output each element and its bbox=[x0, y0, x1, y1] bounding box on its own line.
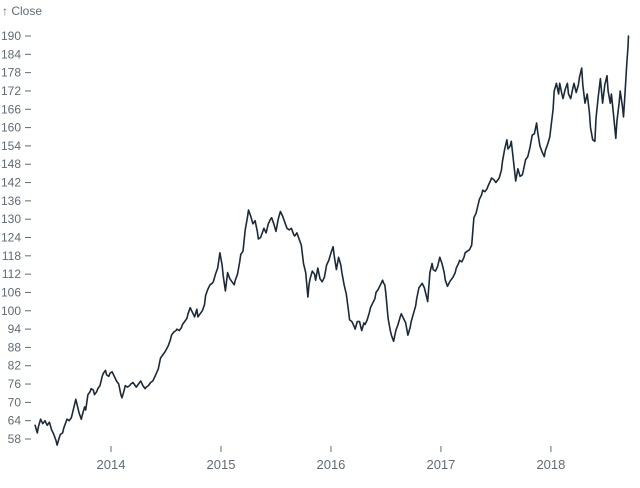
y-tick-label: 88 bbox=[8, 340, 22, 354]
y-tick-label: 178 bbox=[1, 66, 21, 80]
y-tick-label: 154 bbox=[1, 139, 21, 153]
x-tick-label: 2017 bbox=[426, 457, 455, 472]
x-tick-label: 2014 bbox=[97, 457, 126, 472]
y-tick-label: 70 bbox=[8, 395, 22, 409]
close-price-line bbox=[34, 35, 630, 446]
y-tick-label: 118 bbox=[2, 249, 21, 263]
y-tick-label: 130 bbox=[1, 212, 21, 226]
y-tick-label: 184 bbox=[1, 47, 21, 61]
y-tick-label: 64 bbox=[8, 414, 22, 428]
x-tick-label: 2018 bbox=[536, 457, 565, 472]
y-tick-label: 94 bbox=[8, 322, 22, 336]
y-tick-label: 166 bbox=[1, 102, 21, 116]
y-tick-label: 100 bbox=[1, 304, 21, 318]
y-tick-label: 106 bbox=[1, 285, 21, 299]
y-tick-label: 82 bbox=[8, 359, 22, 373]
y-tick-label: 136 bbox=[1, 194, 21, 208]
y-axis-title: ↑ Close bbox=[2, 4, 43, 18]
y-tick-label: 148 bbox=[1, 157, 21, 171]
y-tick-label: 112 bbox=[2, 267, 21, 281]
x-tick-label: 2015 bbox=[207, 457, 236, 472]
y-tick-label: 58 bbox=[8, 432, 22, 446]
y-tick-label: 190 bbox=[1, 29, 21, 43]
y-tick-label: 76 bbox=[8, 377, 22, 391]
x-tick-label: 2016 bbox=[316, 457, 345, 472]
y-tick-label: 124 bbox=[1, 231, 21, 245]
y-tick-label: 142 bbox=[1, 176, 21, 190]
y-tick-label: 172 bbox=[1, 84, 21, 98]
y-tick-label: 160 bbox=[1, 121, 21, 135]
